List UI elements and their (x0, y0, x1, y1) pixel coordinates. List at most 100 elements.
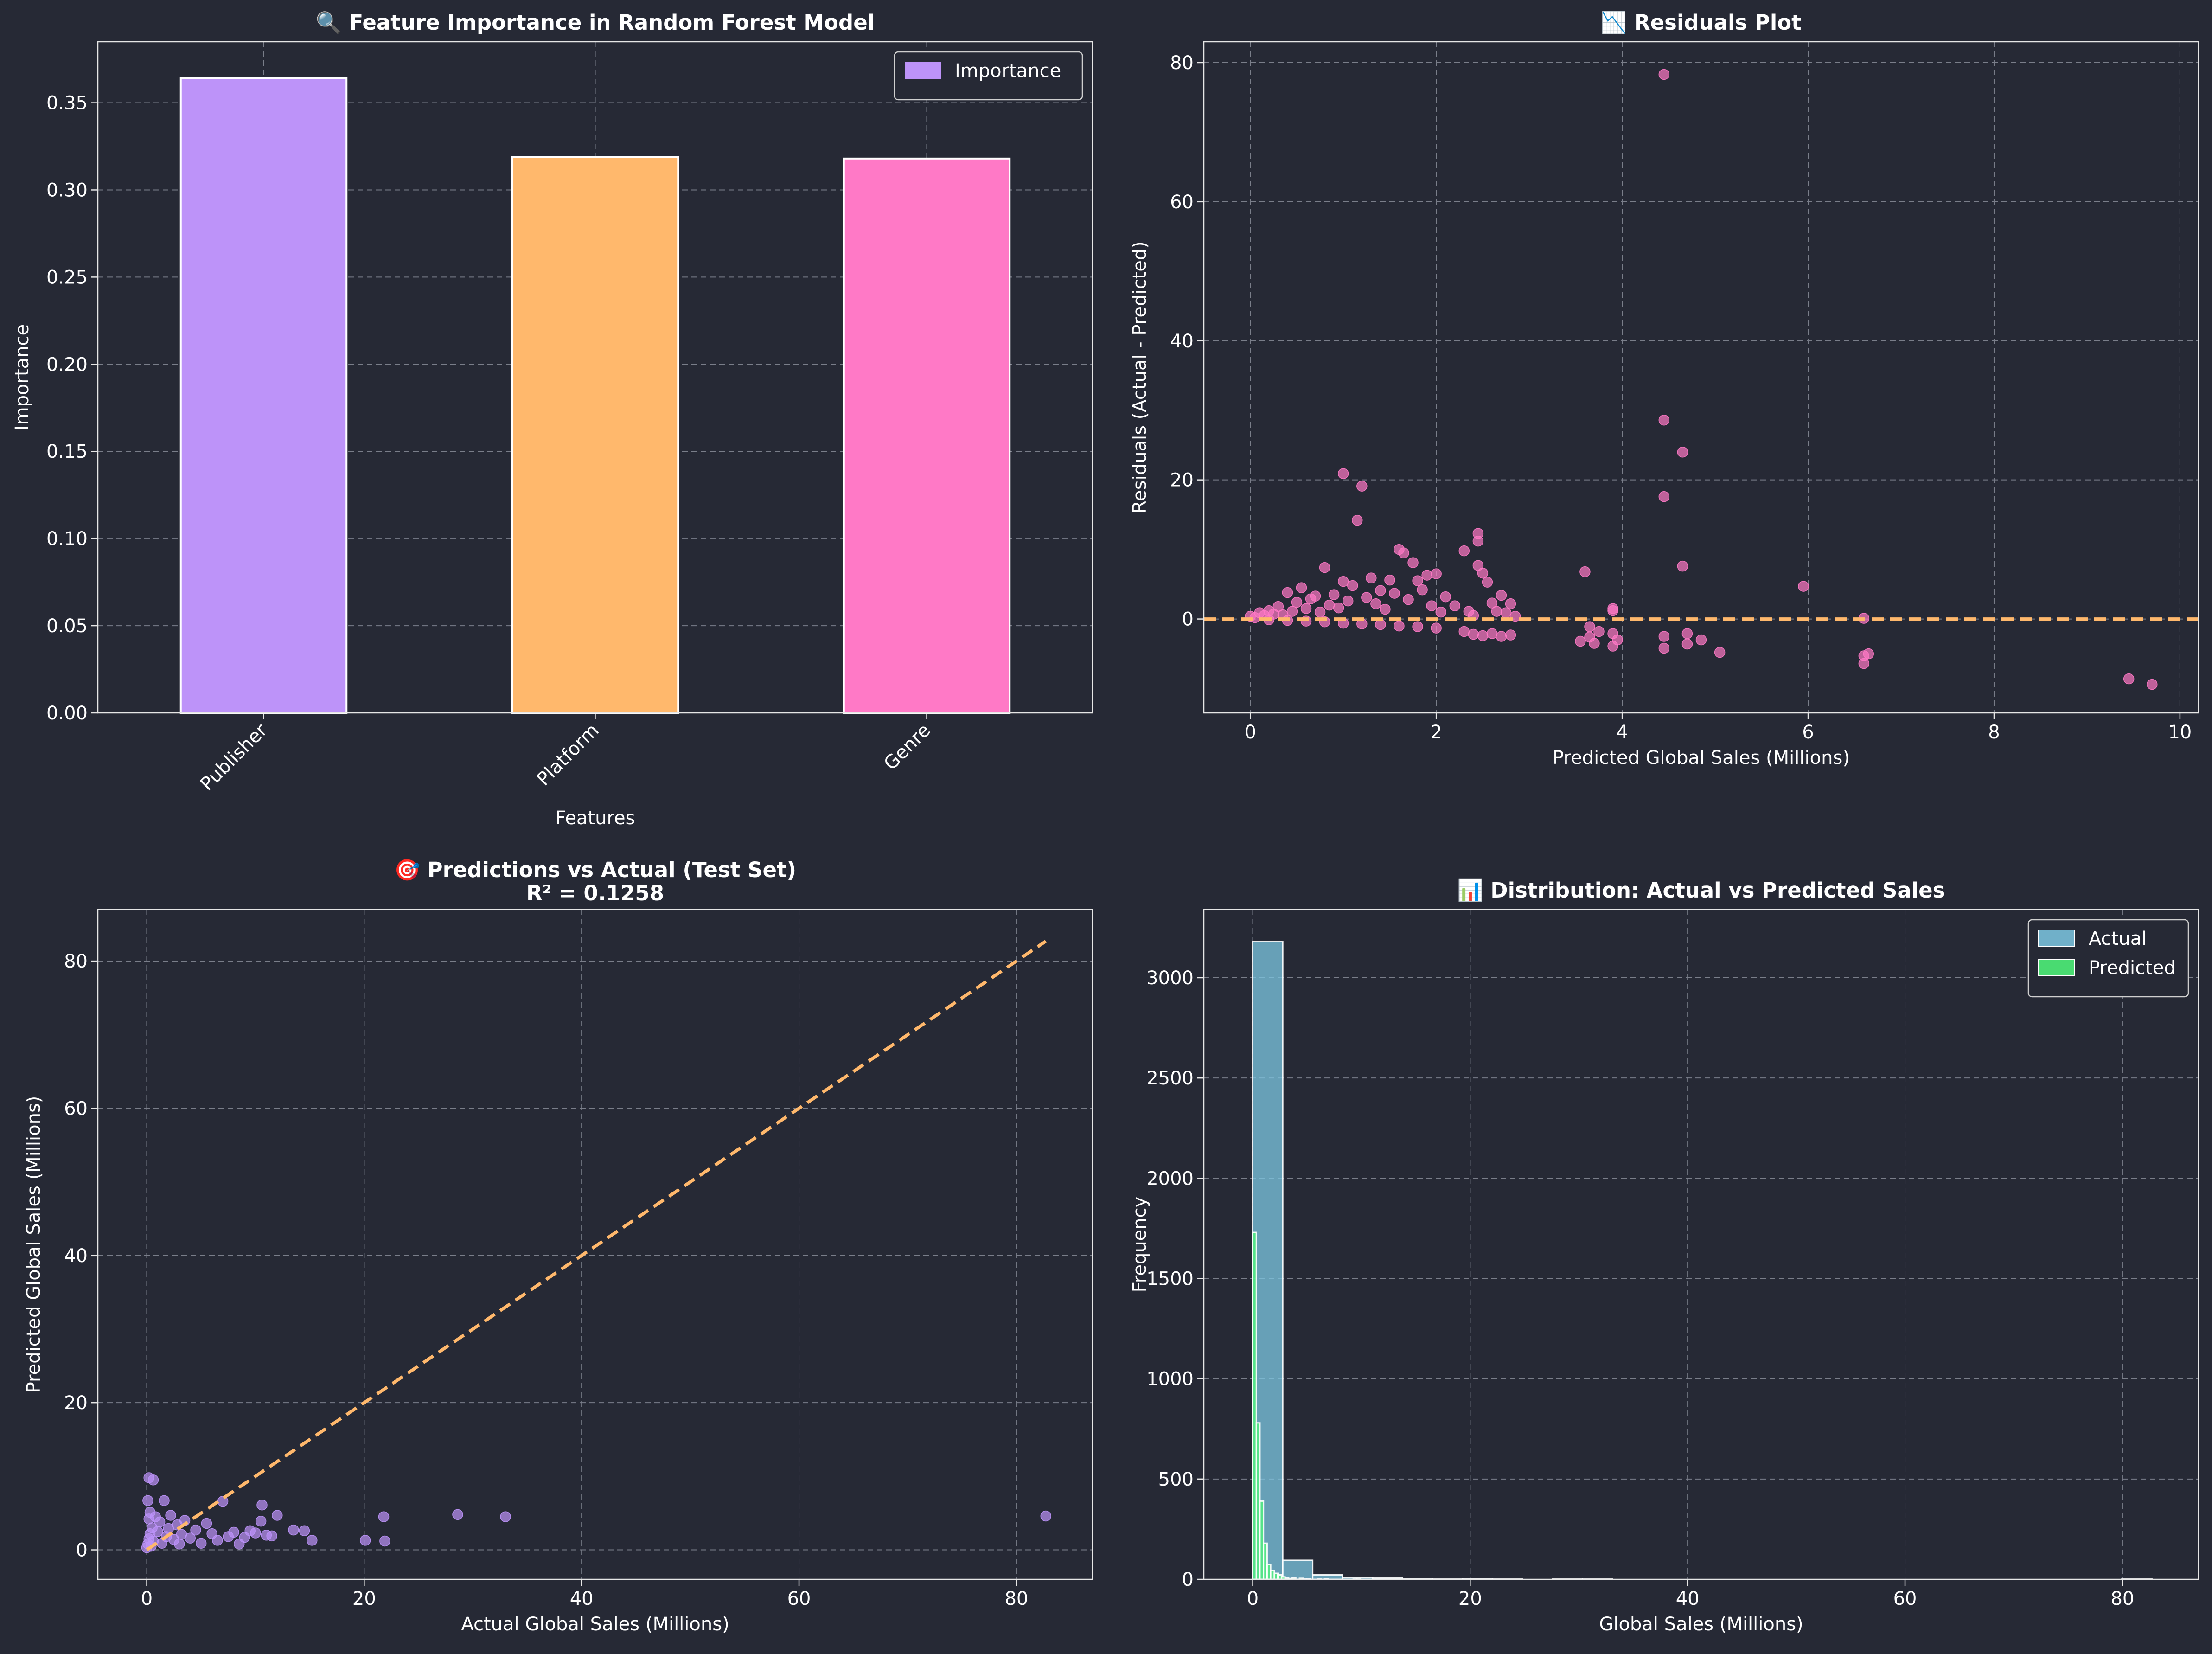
x-tick-label: 2 (1430, 722, 1442, 743)
chart-pva: 0 20 40 60 80 0 20 40 60 80 🎯 Predictions vs Actua… (23, 858, 1093, 1635)
scatter-point (1421, 570, 1432, 581)
scatter-point (1435, 606, 1446, 618)
scatter-point (255, 1515, 267, 1527)
y-tick-label: 0.00 (46, 703, 88, 724)
scatter-point (1356, 481, 1368, 492)
scatter-point (1575, 635, 1586, 647)
scatter-point (1426, 600, 1437, 611)
x-tick-label: 6 (1802, 722, 1814, 743)
x-tick-label: 40 (570, 1588, 594, 1609)
bar-genre (843, 157, 1011, 714)
scatter-point (307, 1535, 318, 1546)
y-tick-label: 0 (76, 1540, 88, 1561)
y-tick-label: 20 (1170, 470, 1194, 491)
scatter-point (1505, 598, 1516, 609)
scatter-point (1858, 658, 1870, 669)
scatter-point (1482, 577, 1493, 588)
scatter-point (1658, 69, 1670, 80)
y-tick-label: 0.35 (46, 93, 88, 114)
legend-box (894, 51, 1083, 101)
scatter-point (1677, 446, 1688, 458)
scatter-point (1449, 600, 1461, 611)
scatter-point (1658, 491, 1670, 502)
scatter-point (1440, 591, 1451, 603)
scatter-point (1677, 560, 1688, 572)
scatter-point (1477, 630, 1489, 641)
scatter-point (159, 1495, 170, 1506)
y-tick-label: 0.15 (46, 441, 88, 462)
scatter-point (359, 1535, 371, 1546)
chart-title: 🎯 Predictions vs Actual (Test Set) (394, 858, 796, 882)
scatter-point (1500, 607, 1512, 618)
scatter-point (1431, 622, 1442, 634)
scatter-point (212, 1535, 223, 1546)
scatter-point (1607, 605, 1618, 616)
y-tick-label: 3000 (1146, 968, 1194, 989)
scatter-point (1417, 584, 1428, 596)
scatter-point (1398, 547, 1409, 558)
legend: Actual Predicted (2027, 919, 2189, 998)
y-axis-label: Importance (12, 324, 33, 430)
scatter-point (142, 1495, 153, 1506)
x-tick-label: 0 (1245, 722, 1256, 743)
x-tick-label: 80 (1004, 1588, 1028, 1609)
scatter-point (1389, 588, 1400, 599)
y-tick-label: 0.30 (46, 180, 88, 201)
scatter-point (379, 1535, 390, 1547)
scatter-point (1323, 599, 1335, 611)
scatter-point (1394, 620, 1405, 632)
scatter-point (1282, 587, 1293, 598)
scatter-point (1291, 596, 1303, 608)
scatter-point (1314, 606, 1326, 618)
scatter-point (1468, 628, 1479, 640)
y-tick-label: 20 (64, 1392, 88, 1414)
scatter-point (1477, 567, 1489, 579)
scatter-point (1333, 602, 1344, 614)
scatter-point (272, 1510, 283, 1521)
scatter-point (378, 1511, 390, 1522)
x-tick-label: 60 (1893, 1588, 1917, 1609)
y-tick-label: 0.25 (46, 267, 88, 288)
x-tick-label: Genre (880, 720, 934, 775)
scatter-point (1412, 621, 1423, 632)
scatter-point (1491, 606, 1502, 617)
gridlines (98, 910, 1093, 1579)
y-tick-label: 80 (64, 951, 88, 972)
legend-swatch (2038, 930, 2075, 947)
scatter-point (1612, 634, 1623, 646)
scatter-point (1412, 575, 1423, 586)
plot-frame (1203, 909, 2199, 1580)
scatter-point (1658, 631, 1670, 642)
scatter-point (1486, 597, 1498, 609)
x-axis-label: Predicted Global Sales (Millions) (1553, 747, 1850, 769)
scatter-point (1658, 642, 1670, 654)
legend-label: Predicted (2089, 957, 2176, 979)
chart-title: 📉 Residuals Plot (1601, 10, 1801, 35)
legend-label: Importance (955, 60, 1061, 82)
chart-res: 0 20 40 60 80 0 2 4 6 8 10 📉 Residuals Plot Predicte… (1129, 10, 2199, 769)
plot-frame (97, 41, 1093, 714)
x-tick-label: 80 (2110, 1588, 2134, 1609)
chart-title: 📊 Distribution: Actual vs Predicted Sale… (1458, 878, 1945, 903)
legend-label: Actual (2089, 928, 2147, 949)
x-tick-label: 20 (352, 1588, 376, 1609)
scatter-point (1658, 414, 1670, 426)
scatter-point (1509, 610, 1521, 622)
y-tick-label: 60 (1170, 192, 1194, 213)
scatter-point (1337, 576, 1349, 587)
scatter-point (1319, 562, 1330, 573)
y-tick-label: 0.10 (46, 528, 88, 550)
legend-swatch (2038, 959, 2075, 976)
scatter-point (1496, 590, 1507, 601)
scatter-point (1403, 594, 1414, 605)
scatter-point (1347, 580, 1358, 591)
y-axis-label: Frequency (1129, 1197, 1151, 1293)
y-tick-label: 2500 (1146, 1068, 1194, 1089)
chart-subtitle: R² = 0.1258 (526, 881, 664, 905)
y-tick-label: 60 (64, 1098, 88, 1119)
scatter-points (1245, 69, 2158, 690)
scatter-point (190, 1524, 201, 1536)
scatter-point (1505, 629, 1516, 641)
scatter-point (1370, 598, 1381, 609)
